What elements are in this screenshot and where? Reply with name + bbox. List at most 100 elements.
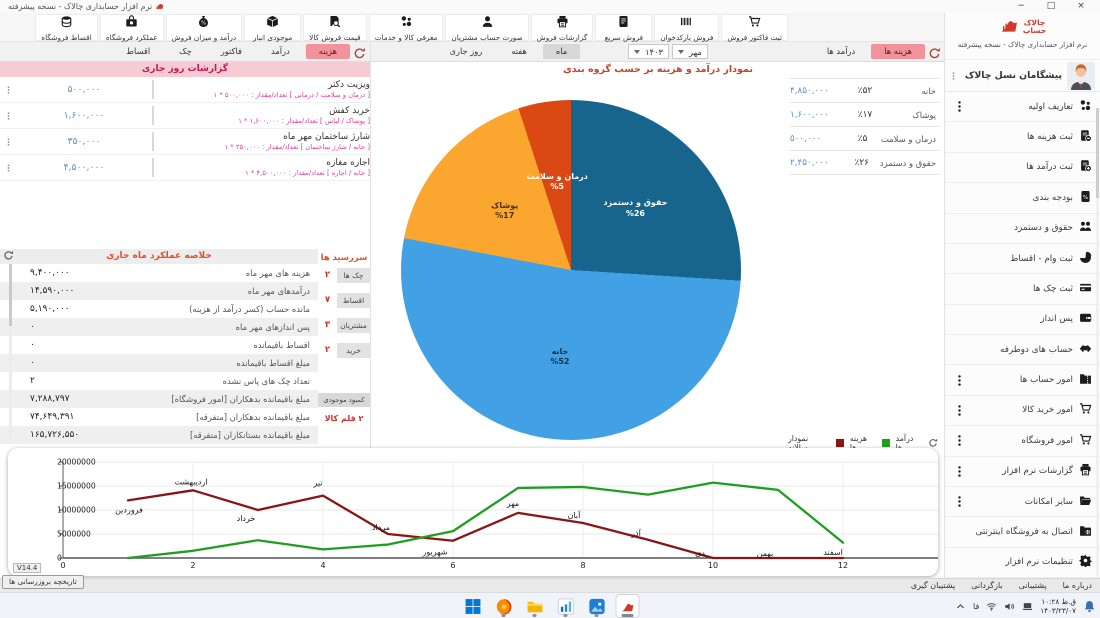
bottombar-about[interactable]: درباره ما (1062, 581, 1092, 590)
tab-expense[interactable]: هزینه (305, 44, 350, 59)
sidebar-item-payroll[interactable]: حقوق و دستمزد (945, 214, 1100, 244)
due-label[interactable]: اقساط (337, 292, 370, 308)
sidebar-item-loans-installments[interactable]: ثبت وام - اقساط (945, 244, 1100, 275)
maximize-button[interactable]: □ (1046, 1, 1056, 11)
svg-text:4: 4 (320, 561, 325, 570)
toolbar-button-sale-price[interactable]: قیمت فروش کالا (303, 14, 367, 42)
sidebar-item-label: اتصال به فروشگاه اینترنتی (975, 526, 1073, 537)
toolbar-button-inventory[interactable]: موجودی انبار (244, 14, 302, 42)
sidebar-item-settings[interactable]: تنظیمات نرم افزار (945, 548, 1100, 578)
toolbar-button-quick-sale[interactable]: فروش سریع (595, 14, 653, 42)
sidebar-item-other-features[interactable]: سایر امکانات (945, 487, 1100, 518)
sidebar-item-store[interactable]: امور فروشگاه (945, 426, 1100, 457)
report-row[interactable]: ویزیت دکتر[ درمان و سلامت / درمانی ] تعد… (0, 77, 370, 103)
toolbar-button-sale-invoice[interactable]: ثبت فاکتور فروش (721, 14, 788, 42)
toolbar-button-barcode-sale[interactable]: فروش بارکدخوان (654, 14, 720, 42)
sidebar-item-budgeting[interactable]: % بودجه بندی (945, 183, 1100, 214)
person-icon (481, 13, 494, 32)
toolbar-button-store-performance[interactable]: عملکرد فروشگاه (99, 14, 164, 42)
sidebar-item-app-reports[interactable]: گزارشات نرم افزار (945, 457, 1100, 487)
bell-icon[interactable] (1083, 600, 1096, 613)
taskbar-windows-start-icon[interactable] (461, 594, 485, 618)
tab-check[interactable]: چک (179, 46, 192, 56)
minimize-button[interactable]: − (1017, 1, 1025, 11)
summary-label: مانده حساب (کسر درآمد از هزینه) (189, 304, 310, 314)
kebab-menu-icon[interactable] (953, 495, 965, 508)
folder-open-icon (1079, 494, 1092, 510)
report-row[interactable]: خرید کفش[ پوشاک / لباس ] تعداد/مقدار : ۱… (0, 103, 370, 129)
taskbar-file-explorer-icon[interactable] (523, 594, 547, 618)
sidebar-item-register-incomes[interactable]: ثبت درآمد ها (945, 153, 1100, 184)
clock[interactable]: ۱۰:۲۸ ق.ظ ۱۴۰۳/۲۳/۰۷ (1040, 597, 1076, 615)
sidebar-item-accounts[interactable]: امور حساب ها (945, 365, 1100, 396)
kebab-menu-icon[interactable] (0, 84, 16, 96)
sidebar-scrollbar[interactable] (1096, 108, 1099, 578)
sidebar-item-checks[interactable]: ثبت چک ها (945, 274, 1100, 305)
sidebar-item-purchases[interactable]: امور خرید کالا (945, 396, 1100, 427)
kebab-menu-icon[interactable] (953, 374, 965, 387)
toolbar-button-store-installments[interactable]: اقساط فروشگاه (35, 14, 98, 42)
refresh-icon[interactable] (353, 45, 366, 59)
pie-slice-label-clothing: پوشاک %17 (491, 200, 519, 221)
tab-invoice[interactable]: فاکتور (220, 46, 242, 56)
bottombar-restore[interactable]: بازگردانی (971, 581, 1003, 590)
kebab-menu-icon[interactable] (0, 136, 16, 148)
sidebar-item-definitions[interactable]: تعاریف اولیه (945, 92, 1100, 123)
taskbar-chalak-icon[interactable] (615, 594, 640, 618)
kebab-menu-icon[interactable] (953, 100, 965, 113)
toolbar-button-income-sales[interactable]: % درآمد و میزان فروش (165, 14, 243, 42)
close-button[interactable]: × (1077, 1, 1085, 11)
taskbar-photos-icon[interactable] (585, 594, 609, 618)
tab-income[interactable]: درآمد (270, 46, 290, 56)
toolbar-button-sale-reports[interactable]: گزارشات فروش (530, 14, 594, 42)
refresh-icon[interactable] (3, 250, 14, 267)
report-row[interactable]: اجاره مغازه[ خانه / اجاره ] تعداد/مقدار … (0, 155, 370, 181)
sidebar-item-two-way-accounts[interactable]: حساب های دوطرفه (945, 335, 1100, 366)
laptop-icon[interactable] (1022, 601, 1033, 612)
summary-label: تعداد چک های پاس نشده (222, 376, 310, 386)
kebab-menu-icon[interactable] (953, 465, 965, 478)
bottombar-backup[interactable]: پشتیبان گیری (910, 581, 956, 590)
kebab-menu-icon[interactable] (948, 70, 960, 82)
kebab-menu-icon[interactable] (953, 434, 965, 447)
svg-text:12: 12 (838, 561, 848, 570)
kebab-menu-icon[interactable] (953, 404, 965, 417)
update-history-button[interactable]: تاریخچه بروزرسانی ها (2, 575, 84, 589)
bottombar-support[interactable]: پشتیبانی (1018, 581, 1047, 590)
stock-shortage-label[interactable]: کمبود موجودی (318, 393, 370, 407)
due-label[interactable]: چک ها (337, 267, 370, 283)
sidebar-item-savings[interactable]: پس انداز (945, 305, 1100, 335)
tab-installment[interactable]: اقساط (126, 46, 151, 56)
year-select[interactable]: ۱۴۰۳ (628, 44, 670, 59)
refresh-icon[interactable] (928, 45, 941, 59)
summary-value: ۰ (30, 340, 35, 350)
period-tab-month[interactable]: ماه (542, 44, 581, 59)
taskbar-chart-app-icon[interactable] (554, 594, 578, 618)
summary-scrollbar[interactable] (9, 264, 12, 442)
toolbar-button-define-goods[interactable]: معرفی کالا و خدمات (368, 14, 444, 42)
sidebar-header[interactable]: پیشگامان نسل چالاک (945, 59, 1100, 92)
sidebar-item-register-expenses[interactable]: ثبت هزینه ها (945, 122, 1100, 153)
sidebar-item-online-store[interactable]: اتصال به فروشگاه اینترنتی (945, 517, 1100, 548)
speaker-icon[interactable] (1004, 601, 1015, 612)
kebab-menu-icon[interactable] (0, 110, 16, 122)
refresh-icon[interactable] (928, 438, 938, 448)
view-tab-incomes[interactable]: درآمد ها (826, 46, 856, 56)
period-tab-today[interactable]: روز جاری (449, 46, 483, 56)
report-row[interactable]: شارژ ساختمان مهر ماه[ خانه / شارژ ساختما… (0, 129, 370, 155)
report-title: خرید کفش (329, 106, 370, 117)
chevron-up-icon[interactable] (955, 601, 966, 612)
kebab-menu-icon[interactable] (0, 162, 16, 174)
language-indicator[interactable]: فا (973, 601, 980, 611)
taskbar-firefox-icon[interactable] (492, 594, 516, 618)
month-select[interactable]: مهر (672, 44, 708, 59)
due-label[interactable]: مشتریان (337, 317, 370, 333)
report-subtitle: [ درمان و سلامت / درمانی ] تعداد/مقدار :… (213, 90, 371, 99)
report-title: اجاره مغازه (326, 158, 370, 169)
toolbar-button-customer-bills[interactable]: صورت حساب مشتریان (445, 13, 529, 42)
report-amount: ۳۵۰,۰۰۰ (67, 136, 101, 147)
period-tab-week[interactable]: هفته (511, 46, 527, 56)
wifi-icon[interactable] (986, 601, 997, 612)
due-label[interactable]: خرید (337, 342, 370, 358)
view-tab-expenses[interactable]: هزینه ها (871, 44, 925, 59)
